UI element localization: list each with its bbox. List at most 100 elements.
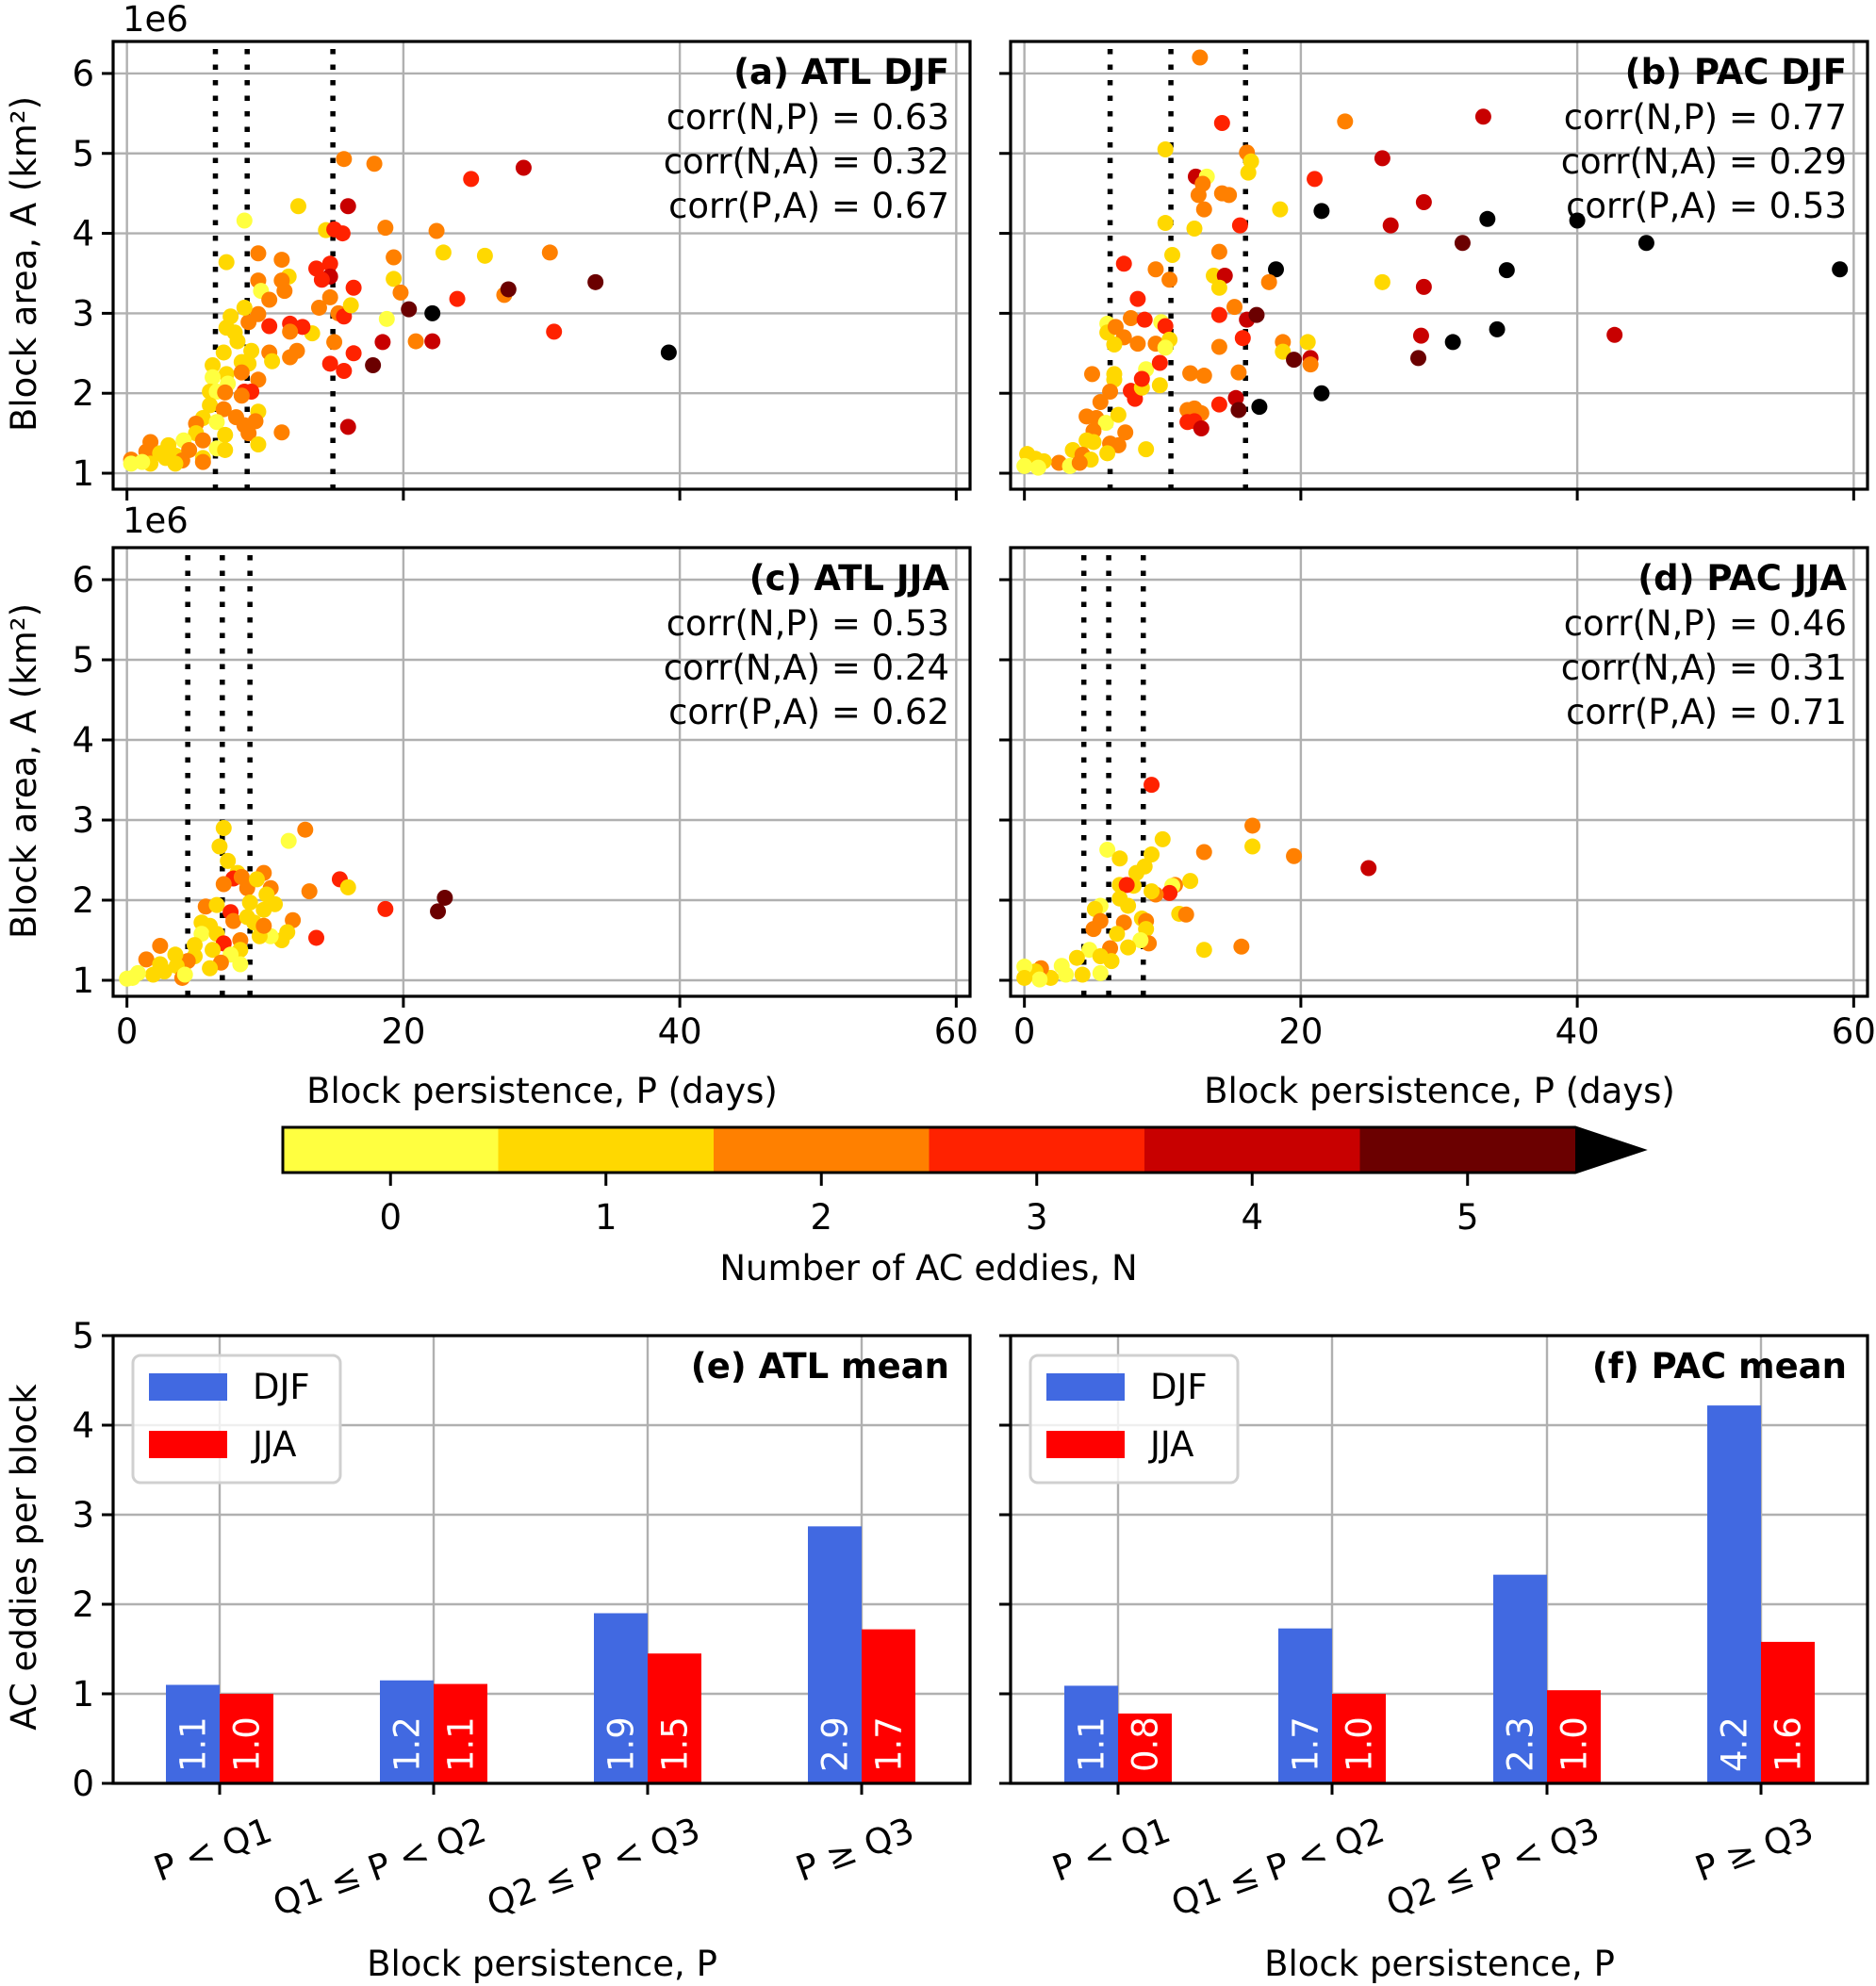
data-point [1210,338,1227,355]
data-point [217,426,234,443]
scatter-xlabel-right: Block persistence, P (days) [1204,1071,1675,1111]
data-point [1127,864,1144,881]
data-point [546,323,563,340]
data-point [1302,356,1319,373]
bar-djf [1064,1685,1118,1783]
data-point [1412,327,1429,344]
data-point [294,319,311,336]
data-point [202,960,219,977]
data-point [1144,777,1160,794]
data-point [1029,459,1046,476]
correlation-annotation: corr(N,A) = 0.29 [1561,141,1847,182]
data-point [1115,255,1132,272]
data-point [1382,217,1399,234]
data-point [365,357,382,374]
data-point [276,283,293,300]
data-point [241,895,258,911]
data-point [1307,171,1324,188]
legend-label: JJA [251,1424,297,1465]
data-point [386,271,403,287]
data-point [176,966,193,983]
y-tick-label: 3 [72,293,94,334]
y-tick-label: 4 [72,1405,94,1446]
data-point [1374,150,1391,167]
bar-djf [808,1526,862,1783]
data-point [1120,939,1137,956]
data-point [541,244,558,261]
correlation-annotation: corr(N,P) = 0.63 [666,97,949,138]
data-point [1092,394,1109,411]
data-point [1213,115,1230,132]
y-tick-label: 1 [72,453,94,494]
data-point [1031,971,1048,988]
bar-djf [166,1684,220,1783]
correlation-annotation: corr(P,A) = 0.71 [1566,692,1847,732]
data-point [215,820,232,836]
data-point [236,299,253,316]
x-tick-label: 0 [1013,1011,1036,1052]
data-point [1410,350,1427,367]
legend: DJF JJA [131,1354,342,1485]
panel-title: (c) ATL JJA [749,558,950,599]
data-point [310,299,327,316]
data-point [215,401,232,418]
data-point [205,369,222,386]
data-point [1118,877,1135,894]
data-point [232,956,249,973]
data-point [1260,273,1277,290]
data-point [1275,343,1292,360]
data-point [205,942,222,959]
y-tick-label: 2 [72,373,94,414]
data-point [243,342,260,359]
data-point [374,334,391,351]
bar-djf [1278,1628,1332,1783]
data-point [1489,320,1506,337]
bar-xlabel-left: Block persistence, P [367,1944,717,1984]
data-point [119,970,136,987]
data-point [1068,949,1085,966]
legend-label: DJF [1150,1367,1208,1407]
data-point [1177,906,1194,923]
data-point [1227,389,1244,406]
data-point [345,345,362,362]
data-point [428,222,445,239]
data-point [1210,243,1227,260]
data-point [157,450,174,467]
data-point [134,453,151,470]
panel-title: (b) PAC DJF [1625,52,1847,92]
data-point [255,901,272,918]
data-point [1454,235,1471,252]
data-point [1016,959,1033,976]
bar-djf [1707,1405,1761,1783]
data-point [386,249,403,266]
legend-swatch-jja [149,1431,227,1458]
data-point [297,821,314,838]
data-point [1240,164,1257,181]
data-point [500,281,517,298]
data-point [1058,966,1075,983]
bar-value-label: 1.1 [441,1716,482,1772]
data-point [1161,884,1178,901]
x-tick-label: 40 [1555,1011,1600,1052]
data-point [430,903,447,920]
data-point [239,909,255,926]
y-tick-label: 5 [72,134,94,174]
y-tick-label: 3 [72,800,94,841]
data-point [407,333,424,350]
bar-value-label: 1.0 [1340,1716,1380,1772]
axes-frame [1009,40,1869,491]
data-point [1637,235,1654,252]
data-point [1248,306,1265,323]
data-point [1267,261,1284,278]
x-tick-label: 60 [1832,1011,1876,1052]
data-point [1097,415,1114,432]
data-point [1210,396,1227,413]
data-point [1085,434,1102,451]
data-point [1117,424,1134,441]
bar-ylabel: AC eddies per block [4,1384,44,1731]
colorbar-label: Number of AC eddies, N [719,1248,1137,1288]
bar-jja [1332,1694,1386,1783]
data-point [1103,953,1120,970]
